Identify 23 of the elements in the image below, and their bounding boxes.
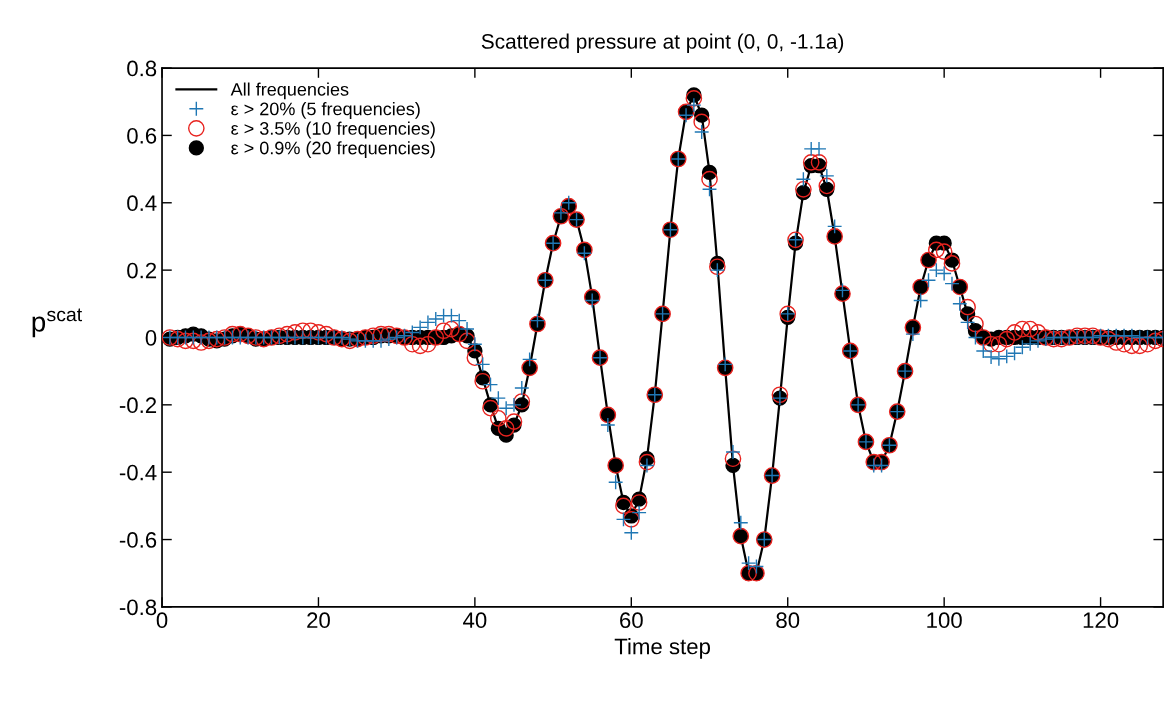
chart-title: Scattered pressure at point (0, 0, -1.1a)	[481, 33, 844, 53]
legend-label: All frequencies	[230, 82, 349, 100]
x-tick-label: 80	[776, 612, 800, 629]
y-tick-label: 0.6	[127, 127, 157, 144]
y-tick-label: -0.4	[119, 464, 157, 481]
x-tick-label: 0	[156, 612, 168, 629]
y-tick-label: 0.2	[127, 262, 157, 279]
x-tick-label: 20	[307, 612, 330, 629]
legend-label: ε > 20% (5 frequencies)	[231, 102, 420, 119]
x-axis-title: Time step	[614, 638, 711, 659]
y-tick-label: 0	[145, 330, 157, 346]
x-tick-label: 120	[1083, 612, 1119, 629]
y-tick-label: -0.6	[119, 532, 157, 548]
y-tick-label: 0.8	[127, 60, 157, 77]
x-tick-label: 100	[927, 612, 962, 629]
y-axis-title: p$^{scat}$	[32, 308, 83, 338]
x-tick-label: 60	[620, 612, 643, 629]
y-tick-label: 0.4	[127, 195, 157, 212]
legend-label: ε > 3.5% (10 frequencies)	[231, 121, 435, 139]
y-tick-label: -0.8	[119, 599, 157, 616]
y-tick-label: -0.2	[119, 397, 157, 414]
x-tick-label: 40	[463, 612, 487, 629]
legend-label: ε > 0.9% (20 frequencies)	[231, 141, 435, 158]
